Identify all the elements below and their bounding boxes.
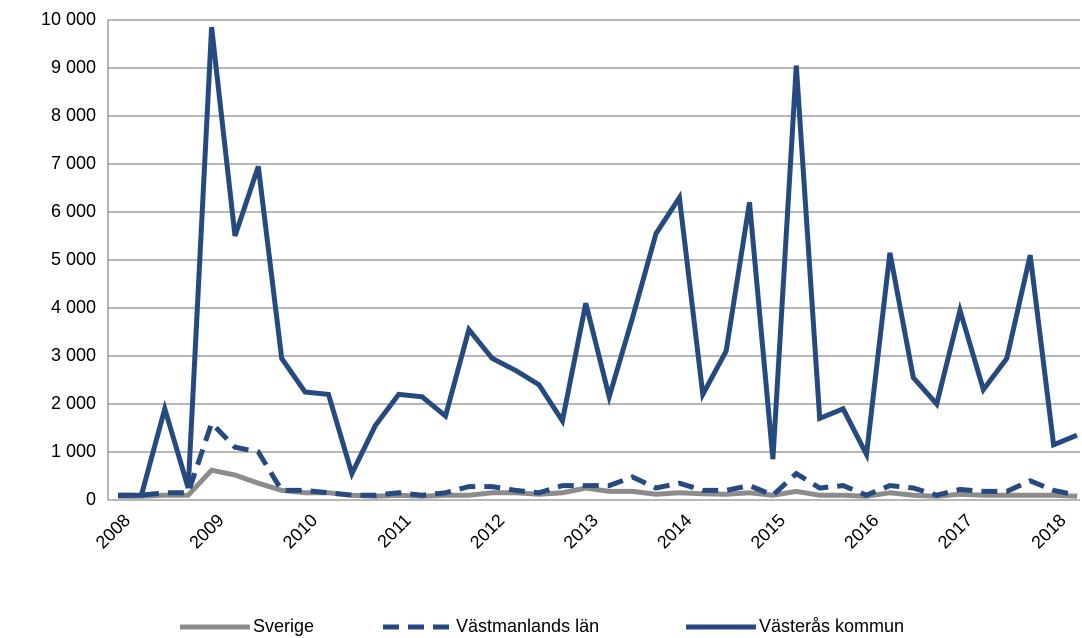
y-tick-label: 9 000: [51, 57, 96, 77]
series-line: [118, 467, 1078, 499]
x-tick-label: 2013: [560, 510, 602, 552]
x-tick-label: 2014: [653, 510, 695, 552]
y-tick-label: 4 000: [51, 297, 96, 317]
y-tick-label: 6 000: [51, 201, 96, 221]
legend-label: Västmanlands län: [456, 616, 599, 636]
legend-label: Västerås kommun: [759, 616, 904, 636]
y-tick-label: 10 000: [41, 9, 96, 29]
y-tick-label: 3 000: [51, 345, 96, 365]
y-tick-label: 5 000: [51, 249, 96, 269]
y-tick-label: 2 000: [51, 393, 96, 413]
x-tick-label: 2015: [747, 510, 789, 552]
y-tick-label: 8 000: [51, 105, 96, 125]
x-tick-label: 2010: [279, 510, 321, 552]
y-tick-label: 0: [86, 489, 96, 509]
y-tick-label: 7 000: [51, 153, 96, 173]
y-tick-label: 1 000: [51, 441, 96, 461]
legend-label: Sverige: [253, 616, 314, 636]
x-tick-label: 2009: [185, 510, 227, 552]
series-line: [118, 418, 1078, 499]
x-tick-label: 2016: [840, 510, 882, 552]
x-tick-label: 2012: [466, 510, 508, 552]
x-tick-label: 2017: [934, 510, 976, 552]
x-tick-label: 2008: [92, 510, 134, 552]
x-tick-label: 2018: [1027, 510, 1069, 552]
series-line: [118, 26, 1078, 498]
x-tick-label: 2011: [373, 510, 415, 552]
